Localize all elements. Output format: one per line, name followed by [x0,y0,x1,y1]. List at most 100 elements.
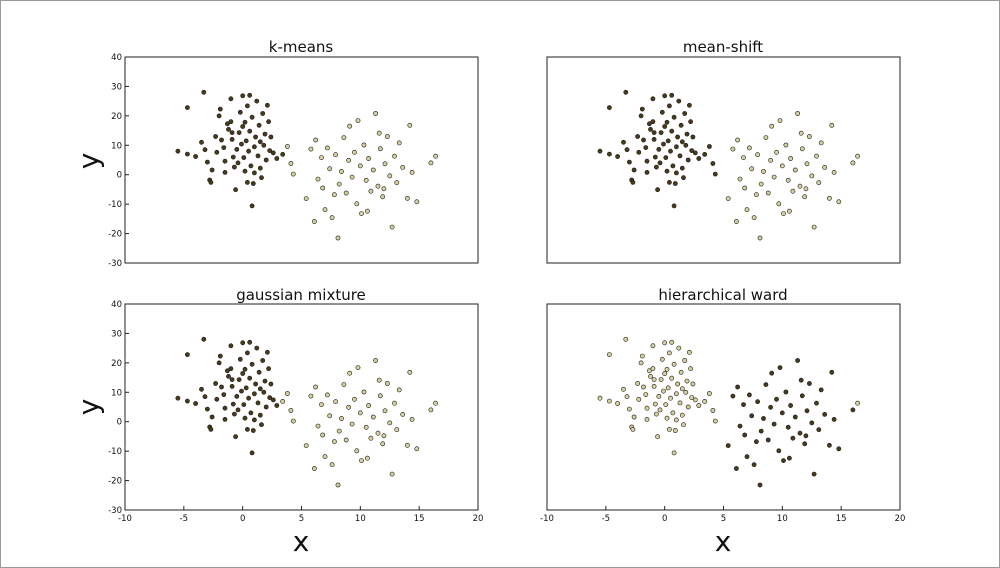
data-point [771,174,777,180]
data-point [687,349,692,355]
data-point [804,161,810,167]
data-point [658,130,664,135]
data-point [260,358,266,363]
data-point [208,426,214,432]
data-point [284,144,290,149]
data-point [655,434,660,440]
data-point [253,134,258,140]
data-point [256,122,262,128]
data-point [266,119,271,125]
data-point [803,433,809,439]
data-point [787,208,792,214]
y-tick-label: 20 [111,359,122,369]
data-point [234,146,240,152]
y-axis-label: y [72,153,105,170]
data-point [658,377,664,382]
data-point [675,381,680,387]
data-point [630,426,636,432]
data-point [361,389,367,395]
data-point [392,153,397,159]
data-point [404,195,410,201]
y-tick-label: -30 [108,506,122,516]
data-point [361,142,367,148]
data-point [333,399,338,405]
data-point [400,164,406,170]
data-point [677,153,683,159]
data-point [682,358,688,363]
data-point [257,165,263,171]
data-point [381,433,387,439]
data-point [290,171,296,177]
data-point [679,386,685,392]
data-point [661,141,666,147]
data-point [226,126,231,132]
data-point [336,428,342,434]
x-axis-label: x [715,525,732,558]
data-point [352,396,357,402]
data-point [803,186,809,192]
x-tick-label: 15 [414,514,425,524]
data-point [400,411,406,417]
data-point [327,413,333,419]
data-point [354,448,360,454]
data-point [790,435,796,441]
plot-area [124,56,479,264]
data-point [822,411,828,417]
data-point [363,424,369,430]
data-point [799,393,805,399]
data-point [219,137,224,143]
data-point [855,153,860,159]
data-point [193,154,198,159]
data-point [243,138,249,144]
data-point [331,439,337,445]
data-point [669,128,675,134]
data-point [836,199,842,205]
data-point [790,188,796,194]
data-point [811,471,817,477]
data-point [346,404,351,410]
data-point [407,369,413,375]
data-point [679,412,685,418]
data-point [663,155,669,160]
data-point [251,417,257,423]
data-point [354,201,360,207]
data-point [730,146,736,152]
data-point [667,350,672,356]
data-point [248,163,254,169]
data-point [754,192,759,198]
data-point [735,384,740,390]
data-point [776,201,782,207]
data-point [248,410,254,416]
data-point [261,142,267,148]
data-point [607,352,612,357]
data-point [639,353,645,359]
data-point [758,428,764,434]
data-point [651,130,657,135]
data-point [352,149,357,155]
data-point [615,154,620,159]
data-point [216,113,222,119]
data-point [414,199,420,205]
data-point [635,134,640,139]
data-point [644,169,650,175]
data-point [322,454,328,460]
data-point [831,169,837,175]
data-point [672,428,678,433]
data-point [364,208,370,214]
data-point [814,153,819,159]
data-point [229,383,235,389]
data-point [855,400,860,406]
data-point [771,421,777,427]
data-point [324,392,330,398]
data-point [710,408,716,413]
data-point [274,156,280,161]
data-point [201,336,207,342]
y-tick-label: 0 [117,418,122,428]
data-point [664,415,670,421]
data-point [644,416,650,422]
data-point [671,114,677,120]
data-point [336,181,342,187]
data-point [644,405,650,411]
data-point [707,144,712,149]
